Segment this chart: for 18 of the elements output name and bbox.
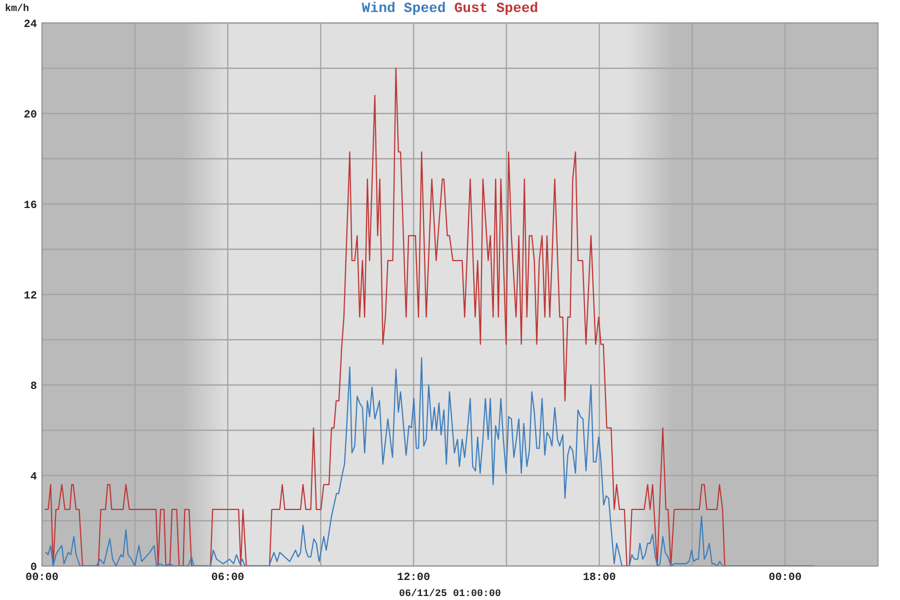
x-tick-label: 18:00 xyxy=(582,572,616,584)
y-tick-label: 16 xyxy=(24,200,37,212)
text: Wind Speed xyxy=(362,1,446,17)
y-tick-label: 12 xyxy=(24,290,37,302)
y-tick-label: 0 xyxy=(30,562,37,574)
x-tick-label: 00:00 xyxy=(768,572,802,584)
line-series xyxy=(45,357,815,566)
x-axis-title: 06/11/25 01:00:00 xyxy=(398,588,502,600)
y-tick-label: 24 xyxy=(24,18,38,31)
y-tick-label: 8 xyxy=(30,380,38,393)
x-tick-label: 12:00 xyxy=(397,572,430,584)
y-tick-label: 4 xyxy=(30,471,38,484)
y-axis-title: km/h xyxy=(5,3,30,15)
line-series xyxy=(44,68,726,566)
text: Gust Speed xyxy=(446,1,538,17)
y-tick-label: 20 xyxy=(24,109,37,122)
x-tick-label: 06:00 xyxy=(211,572,244,584)
x-tick-label: 00:00 xyxy=(25,572,59,584)
